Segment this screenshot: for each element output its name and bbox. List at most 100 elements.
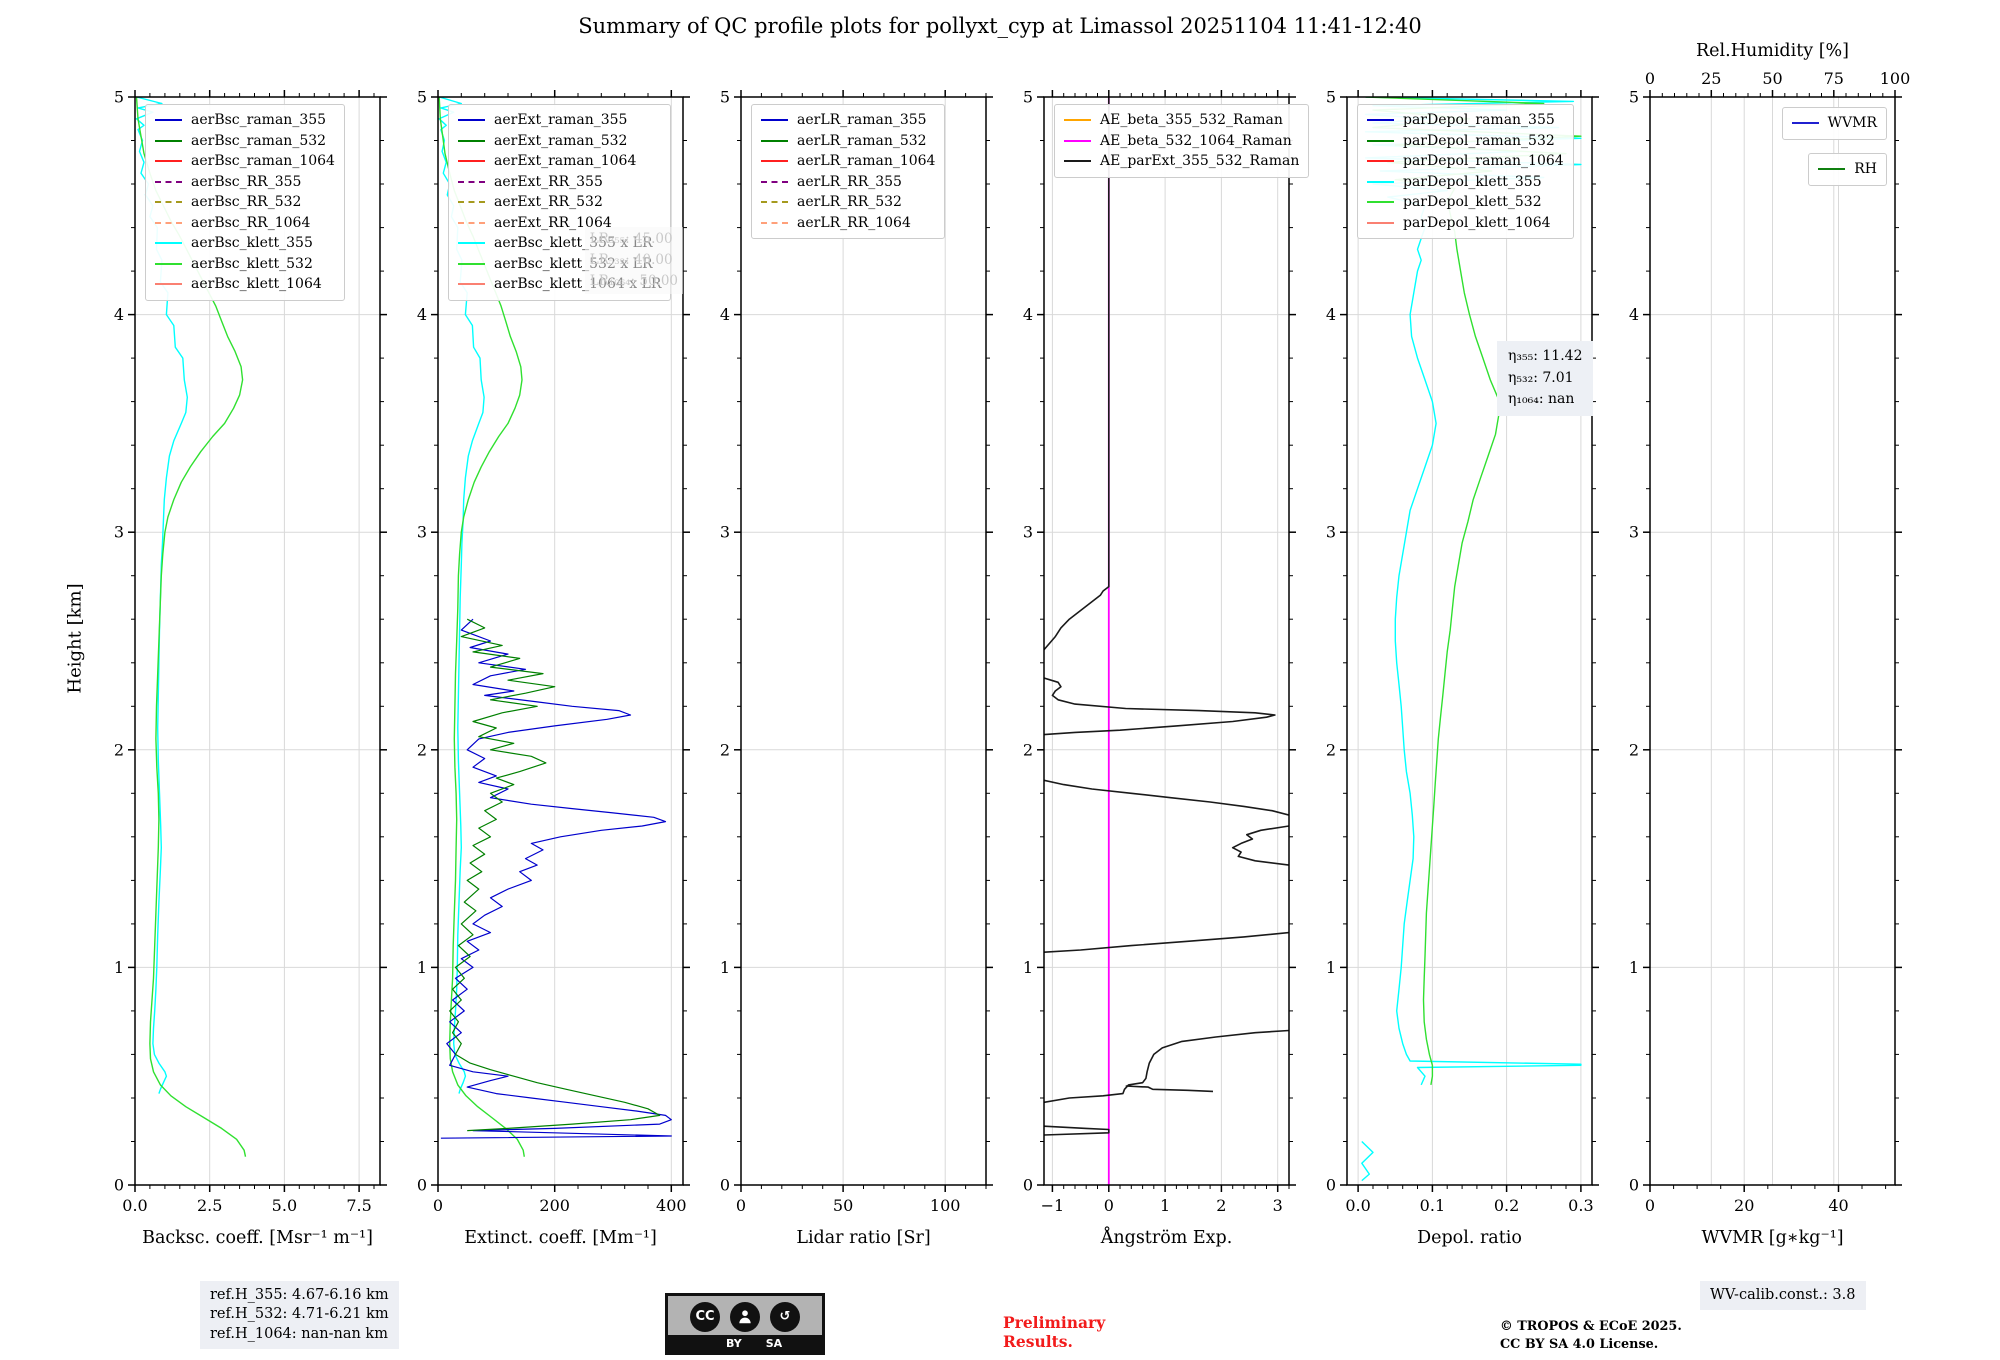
series-aerExt_raman_532 [449,618,661,1132]
y-tick-label: 0 [417,1176,427,1195]
y-tick-label: 3 [1023,523,1033,542]
legend-swatch [458,262,485,265]
series-AE_parExt_355_532_Raman_g [1125,1085,1214,1093]
legend-item: aerBsc_klett_532 [155,254,335,275]
legend-swatch [458,201,485,204]
legend-swatch [1064,139,1091,142]
ref-height-1064: ref.H_1064: nan-nan km [210,1325,388,1342]
x-tick-label: 1 [1160,1196,1170,1215]
attribution-person-icon [730,1301,760,1332]
series-AE_parExt_355_532_Raman_h [1044,1125,1110,1136]
y-tick-label: 3 [114,523,124,542]
top-tick-label: 50 [1762,69,1782,88]
legend-item: AE_beta_532_1064_Raman [1064,131,1299,152]
legend-item: parDepol_raman_532 [1367,131,1564,152]
y-tick-label: 3 [720,523,730,542]
legend-item: aerExt_raman_532 [458,131,661,152]
legend-label: aerExt_RR_532 [494,194,603,211]
x-tick-label: 0.2 [1494,1196,1519,1215]
legend-label: aerBsc_raman_1064 [191,153,335,170]
legend-swatch [155,221,182,224]
legend-label: parDepol_klett_532 [1403,194,1542,211]
legend-label: AE_parExt_355_532_Raman [1100,153,1300,170]
series-AE_parExt_355_532_Raman_c [1044,779,1289,816]
y-tick-label: 2 [1326,740,1336,759]
legend-swatch [458,242,485,245]
x-tick-label: 0 [1645,1196,1655,1215]
legend-item: RH [1818,159,1877,180]
y-tick-label: 1 [1023,958,1033,977]
x-tick-label: 40 [1828,1196,1848,1215]
cc-by-label: BY [726,1337,742,1350]
legend-label: WVMR [1827,115,1877,132]
series-AE_parExt_355_532_Raman_a [1044,97,1110,651]
legend-swatch [155,119,182,122]
legend-item: parDepol_klett_1064 [1367,213,1564,234]
x-tick-label: 0.3 [1568,1196,1593,1215]
share-alike-icon: ↺ [770,1301,800,1332]
legend-label: aerBsc_RR_355 [191,173,302,190]
legend-label: parDepol_klett_355 [1403,173,1542,190]
legend-label: aerLR_raman_1064 [797,153,936,170]
legend-swatch [1367,119,1394,122]
preliminary-results-note: Preliminary Results. [1003,1313,1105,1352]
cc-logo-icon: CC [690,1301,720,1332]
legend-item: WVMR [1791,113,1877,134]
legend-label: aerLR_RR_1064 [797,214,911,231]
legend-swatch [1367,139,1394,142]
x-tick-label: 50 [833,1196,853,1215]
subplot-lidar-ratio: 0 50 100 0 1 2 3 4 5 Lidar ratio [Sr] aerLR_raman_… [720,88,993,1248]
x-tick-label: 2.5 [197,1196,222,1215]
y-tick-label: 1 [1629,958,1639,977]
backsc-legend: aerBsc_raman_355 aerBsc_raman_532 aerBsc_r… [145,104,345,301]
legend-swatch [155,262,182,265]
x-axis-label: Ångström Exp. [1100,1227,1233,1248]
wv-calib-note: WV-calib.const.: 3.8 [1700,1281,1866,1311]
legend-item: parDepol_raman_1064 [1367,151,1564,172]
legend-label: aerLR_raman_532 [797,132,927,149]
figure-title: Summary of QC profile plots for pollyxt_… [578,14,1422,38]
legend-item: aerBsc_RR_355 [155,172,335,193]
legend-item: aerExt_RR_532 [458,192,661,213]
legend-item: aerLR_raman_532 [761,131,935,152]
x-axis-label: WVMR [g∗kg⁻¹] [1701,1228,1843,1248]
depol-legend: parDepol_raman_355 parDepol_raman_532 parD… [1357,104,1574,239]
legend-label: parDepol_raman_1064 [1403,153,1564,170]
wvmr-plot-canvas: 0 20 40 0 1 2 3 4 5 WVMR [g∗kg⁻¹] 0 25 50 75 100 Rel.Hu… [1629,41,1910,1248]
extinct-legend: aerExt_raman_355 aerExt_raman_532 aerExt_r… [448,104,672,301]
lidar-ratio-legend: aerLR_raman_355 aerLR_raman_532 aerLR_rama… [751,104,946,239]
series-aerExt_raman_355 [440,618,672,1139]
y-tick-label: 4 [1023,305,1033,324]
angstroem-plot-canvas: −1 0 1 2 3 0 1 2 3 4 5 Ångström Exp. [1023,88,1296,1248]
legend-swatch [761,221,788,224]
y-tick-label: 5 [1629,88,1639,107]
series-AE_parExt_355_532_Raman_d [1231,825,1289,866]
legend-label: parDepol_raman_532 [1403,132,1555,149]
legend-label: aerBsc_raman_532 [191,132,327,149]
x-tick-label: 0 [736,1196,746,1215]
reference-heights-note: ref.H_355: 4.67-6.16 km ref.H_532: 4.71-… [200,1281,399,1350]
legend-item: aerExt_raman_1064 [458,151,661,172]
legend-swatch [761,139,788,142]
legend-swatch [1367,201,1394,204]
legend-label: parDepol_klett_1064 [1403,214,1551,231]
legend-item: aerBsc_RR_532 [155,192,335,213]
y-tick-label: 5 [720,88,730,107]
x-tick-label: 3 [1273,1196,1283,1215]
y-tick-label: 5 [1326,88,1336,107]
y-tick-label: 2 [720,740,730,759]
x-tick-label: 0 [1104,1196,1114,1215]
x-tick-label: −1 [1041,1196,1065,1215]
legend-item: parDepol_klett_355 [1367,172,1564,193]
y-tick-label: 0 [720,1176,730,1195]
lidar-ratio-plot-canvas: 0 50 100 0 1 2 3 4 5 Lidar ratio [Sr] [720,88,993,1248]
x-tick-label: 0.1 [1420,1196,1445,1215]
x-tick-label: 100 [930,1196,961,1215]
x-axis-label: Depol. ratio [1417,1228,1522,1248]
legend-swatch [1791,122,1819,125]
legend-swatch [1367,160,1394,163]
legend-item: aerLR_RR_355 [761,172,935,193]
legend-swatch [458,180,485,183]
top-axis-label: Rel.Humidity [%] [1696,41,1849,61]
legend-swatch [761,201,788,204]
